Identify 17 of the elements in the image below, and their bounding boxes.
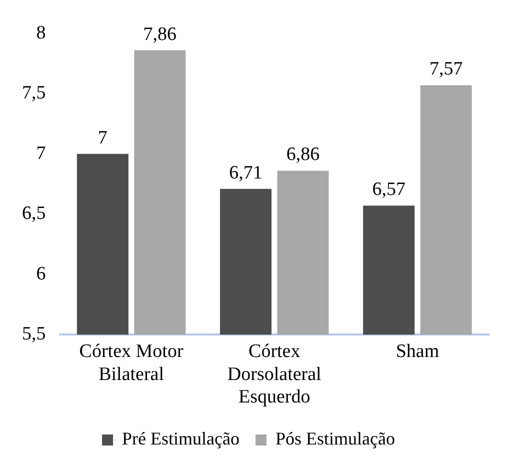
data-label: 6,71 <box>229 162 262 184</box>
data-label: 6,86 <box>286 144 320 166</box>
x-tick-label: Córtex Dorsolateral Esquerdo <box>227 340 322 408</box>
data-label: 7,57 <box>429 58 463 80</box>
y-tick-label: 6 <box>36 263 46 284</box>
data-label: 7,86 <box>143 24 177 45</box>
data-label: 6,57 <box>372 179 406 200</box>
data-label: 7 <box>98 127 108 148</box>
y-tick-label: 5,5 <box>22 324 46 345</box>
y-tick-label: 6,5 <box>22 203 46 224</box>
y-tick-label: 7,5 <box>22 82 46 104</box>
y-tick-label: 7 <box>36 142 46 164</box>
legend-label: Pós Estimulação <box>275 428 395 449</box>
x-tick-label: Córtex Motor Bilateral <box>79 340 184 385</box>
y-tick-label: 8 <box>36 22 46 44</box>
x-tick-label: Sham <box>396 340 440 362</box>
legend-label: Pré Estimulação <box>122 428 240 449</box>
